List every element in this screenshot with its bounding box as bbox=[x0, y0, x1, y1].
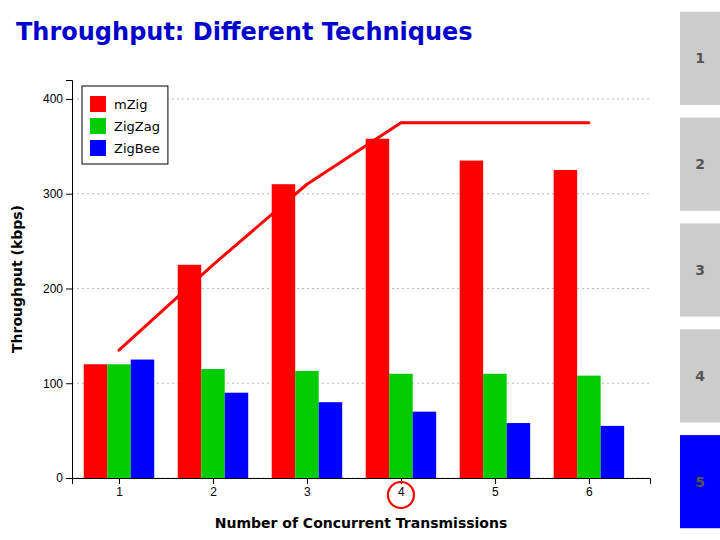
bar bbox=[131, 360, 154, 478]
tick-mark bbox=[495, 478, 496, 484]
chart: Throughput: Different Techniques12345601… bbox=[0, 0, 720, 540]
legend: mZig ZigZag ZigBee bbox=[82, 86, 168, 164]
tick-label: 200 bbox=[43, 282, 63, 296]
tick-label: 300 bbox=[43, 187, 63, 201]
tick-label: 2 bbox=[210, 485, 217, 499]
axis-line bbox=[73, 479, 651, 485]
tick: 6 bbox=[586, 478, 593, 499]
tick: 5 bbox=[492, 478, 499, 499]
bar-series bbox=[131, 360, 624, 478]
legend-entry: mZig bbox=[114, 97, 147, 112]
tab-background bbox=[680, 223, 720, 316]
tab-background bbox=[680, 329, 720, 422]
tick: 200 bbox=[43, 282, 72, 296]
y-axis-title: Throughput (kbps) bbox=[9, 205, 25, 353]
tick-label: 4 bbox=[398, 485, 405, 499]
tab-label: 5 bbox=[695, 474, 705, 490]
x-axis-title: Number of Concurrent Transmissions bbox=[215, 515, 508, 531]
bar bbox=[554, 170, 577, 478]
tab-background bbox=[680, 118, 720, 211]
tick-label: 6 bbox=[586, 485, 593, 499]
tick-label: 3 bbox=[304, 485, 311, 499]
tab: 5 bbox=[680, 435, 720, 528]
tab: 2 bbox=[680, 118, 720, 211]
tick-label: 1 bbox=[116, 485, 123, 499]
tick-highlight bbox=[388, 482, 414, 508]
bar bbox=[483, 374, 506, 478]
bar bbox=[577, 376, 600, 478]
tab-label: 4 bbox=[695, 368, 705, 384]
y-axis: 0 100 200 300 400 bbox=[43, 81, 73, 486]
tick: 100 bbox=[43, 377, 72, 391]
bar bbox=[272, 184, 295, 478]
legend-swatch bbox=[90, 118, 106, 134]
tick-mark bbox=[66, 99, 72, 100]
tick-label: 0 bbox=[56, 471, 63, 485]
tick-mark bbox=[66, 478, 72, 479]
tick-mark bbox=[589, 478, 590, 484]
legend-swatch bbox=[90, 140, 106, 156]
bar bbox=[319, 402, 342, 478]
bar bbox=[366, 139, 389, 478]
legend-swatch bbox=[90, 96, 106, 112]
tick: 2 bbox=[210, 478, 217, 499]
tab-label: 2 bbox=[695, 156, 705, 172]
tick-mark bbox=[119, 478, 120, 484]
bar bbox=[84, 364, 107, 478]
grid bbox=[72, 99, 650, 478]
bar-series bbox=[84, 139, 577, 478]
tick: 3 bbox=[304, 478, 311, 499]
bar bbox=[107, 364, 130, 478]
axis-line bbox=[66, 81, 73, 479]
tab-background bbox=[680, 12, 720, 105]
tick-mark bbox=[66, 383, 72, 384]
bar bbox=[601, 426, 624, 478]
tab: 3 bbox=[680, 223, 720, 316]
tick-label: 5 bbox=[492, 485, 499, 499]
plot: 1 2 3 4 5 6 0 100 200 300 400 Number of Concurrent … bbox=[9, 81, 651, 532]
legend-entry: ZigBee bbox=[114, 141, 160, 156]
bar bbox=[389, 374, 412, 478]
line bbox=[119, 123, 589, 350]
tab: 1 bbox=[680, 12, 720, 105]
bar bbox=[225, 393, 248, 478]
x-axis: 1 2 3 4 5 6 bbox=[73, 478, 651, 499]
tab-label: 3 bbox=[695, 262, 705, 278]
tick-label: 100 bbox=[43, 377, 63, 391]
tab: 4 bbox=[680, 329, 720, 422]
tab-background bbox=[680, 435, 720, 528]
tick: 400 bbox=[43, 92, 72, 106]
bar bbox=[413, 412, 436, 478]
title: Throughput: Different Techniques bbox=[16, 18, 473, 46]
tick-mark bbox=[66, 194, 72, 195]
tick-label: 400 bbox=[43, 92, 63, 106]
tick-mark bbox=[213, 478, 214, 484]
tick: 1 bbox=[116, 478, 123, 499]
tab-label: 1 bbox=[695, 50, 705, 66]
tick-mark bbox=[66, 288, 72, 289]
bar bbox=[178, 265, 201, 478]
bar bbox=[460, 161, 483, 478]
legend-box bbox=[82, 86, 168, 164]
bar-series bbox=[107, 364, 600, 478]
marks bbox=[84, 123, 624, 478]
bar bbox=[295, 371, 318, 478]
tick-mark bbox=[307, 478, 308, 484]
bar bbox=[201, 369, 224, 478]
bar bbox=[507, 423, 530, 478]
tick: 0 bbox=[56, 471, 72, 485]
legend-entry: ZigZag bbox=[114, 119, 160, 134]
tick: 300 bbox=[43, 187, 72, 201]
